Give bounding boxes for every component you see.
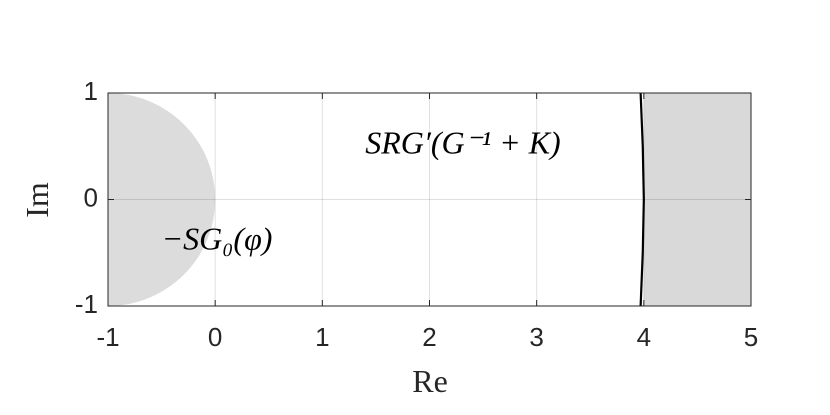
x-axis-label: Re (412, 363, 448, 399)
y-axis-label: Im (19, 182, 55, 218)
x-tick-label: 5 (744, 322, 758, 352)
x-tick-label: 4 (637, 322, 651, 352)
y-tick-label: 1 (84, 76, 98, 106)
x-tick-label: 2 (422, 322, 436, 352)
x-tick-label: 0 (208, 322, 222, 352)
annotation: −SG₀(φ) (162, 220, 273, 256)
x-tick-label: 3 (529, 322, 543, 352)
curve (639, 93, 645, 306)
x-tick-label: -1 (96, 322, 119, 352)
y-tick-label: -1 (75, 289, 98, 319)
y-tick-label: 0 (84, 182, 98, 212)
half-disk (108, 93, 216, 306)
annotation: SRG′(G⁻¹ + K) (365, 125, 561, 161)
plot-area (108, 93, 751, 306)
x-tick-label: 1 (315, 322, 329, 352)
band (643, 93, 751, 306)
